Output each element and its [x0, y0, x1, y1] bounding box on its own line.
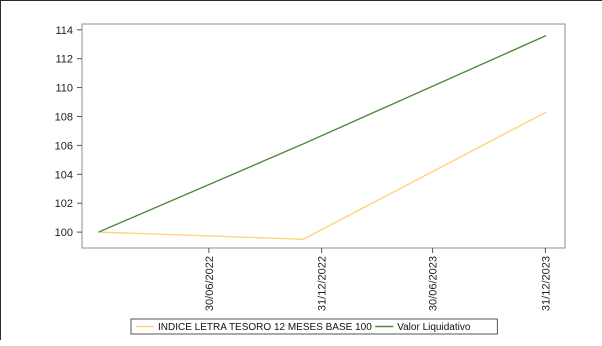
x-axis: 30/06/2022 31/12/2022 30/06/2023 31/12/2023 — [204, 248, 552, 311]
y-tick-label: 106 — [55, 140, 73, 152]
y-tick-label: 112 — [55, 54, 73, 66]
plot-area — [81, 23, 566, 249]
legend-label: INDICE LETRA TESORO 12 MESES BASE 100 — [158, 322, 372, 333]
y-tick-label: 110 — [55, 83, 73, 95]
y-tick-label: 100 — [55, 227, 73, 239]
series-lines — [98, 34, 547, 241]
x-tick-label: 30/06/2023 — [428, 256, 440, 311]
x-tick-label: 31/12/2023 — [540, 256, 552, 311]
series-line — [98, 34, 547, 233]
y-tick-label: 108 — [55, 111, 73, 123]
series-line — [98, 111, 547, 241]
legend: INDICE LETRA TESORO 12 MESES BASE 100 Val… — [130, 318, 498, 335]
legend-label: Valor Liquidativo — [397, 322, 471, 333]
y-tick-label: 104 — [55, 169, 73, 181]
x-tick-label: 30/06/2022 — [204, 256, 216, 311]
y-axis: 100 102 104 106 108 110 112 114 — [55, 25, 82, 239]
y-tick-label: 114 — [55, 25, 73, 37]
x-tick-label: 31/12/2022 — [317, 256, 329, 311]
legend-box — [130, 318, 498, 335]
y-tick-label: 102 — [55, 198, 73, 210]
